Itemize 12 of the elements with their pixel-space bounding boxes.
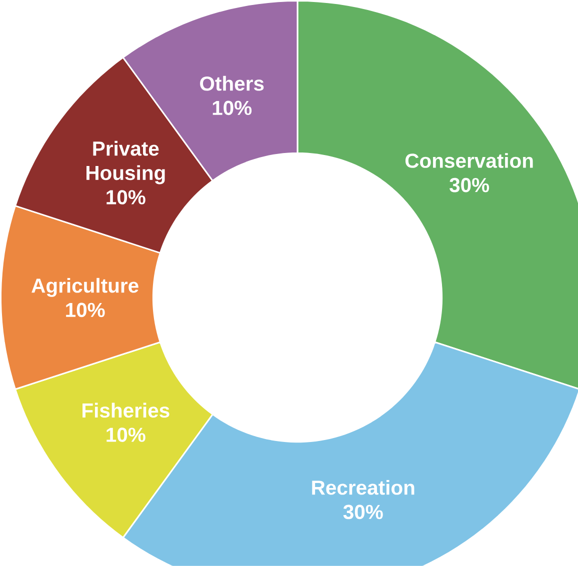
data-label: 30% [343,504,383,520]
slice-label: Fisheries [82,402,170,418]
slice-label: Others [200,76,264,91]
slice-label: Private Housing [86,141,165,184]
slice-label: Agriculture [32,278,138,297]
data-label: 10% [66,302,105,318]
slice-label: Recreation [312,480,414,495]
data-label: 30% [450,178,490,192]
data-label: 10% [106,428,146,442]
slice-label: Conservation [405,153,533,168]
data-label: 10% [212,100,252,116]
data-label: 10% [106,190,146,204]
